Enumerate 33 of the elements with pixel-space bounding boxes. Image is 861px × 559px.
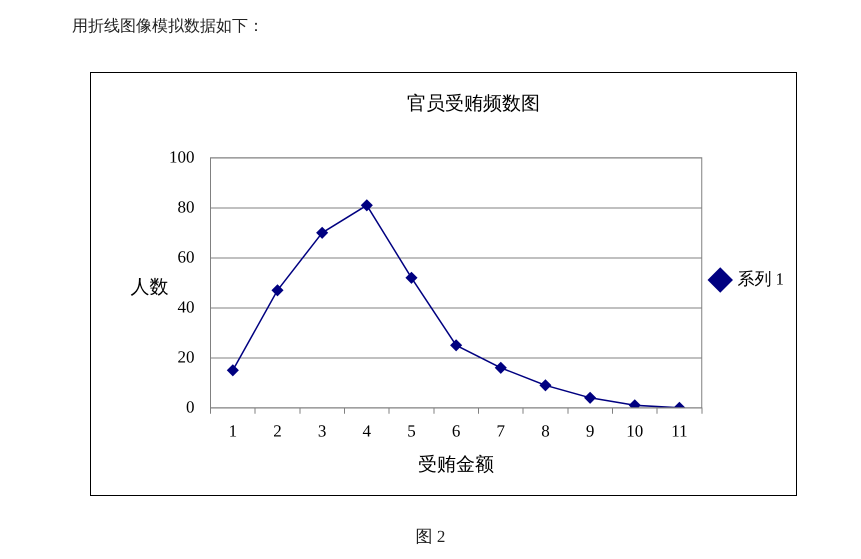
point	[540, 380, 552, 392]
chart-frame: 受贿金额 系列 1 官员受贿频数图 1 2 3 4 5 6 7 8 9 10 11 0 20 40 60 80 100 人数	[90, 72, 797, 496]
x-tick-label: 5	[407, 421, 416, 440]
point	[450, 340, 462, 352]
x-tick-label: 11	[671, 421, 688, 440]
x-tick-label: 7	[496, 421, 506, 440]
y-tick-label: 20	[178, 347, 194, 366]
chart-title: 官员受贿频数图	[407, 92, 540, 114]
y-axis-title: 人数	[130, 276, 168, 298]
x-axis-title: 受贿金额	[418, 454, 494, 476]
point	[406, 272, 418, 284]
y-tick-label: 40	[178, 297, 194, 316]
x-tick-label: 10	[626, 421, 644, 440]
point	[495, 362, 507, 374]
x-tick-label: 3	[318, 421, 326, 440]
x-tick-label: 2	[273, 421, 282, 440]
point	[227, 364, 239, 376]
text: 用折线图像模拟数据如下：	[72, 16, 264, 37]
x-tick-label: 1	[228, 421, 238, 440]
x-tick-label: 9	[586, 421, 594, 440]
y-tick-label: 80	[178, 197, 194, 216]
caption: 图 2	[414, 526, 446, 548]
point	[361, 200, 373, 212]
point	[272, 284, 284, 296]
y-tick-label: 60	[178, 247, 194, 266]
x-tick-label: 4	[362, 421, 372, 440]
x-tick-label: 6	[452, 421, 460, 440]
point	[584, 392, 596, 404]
legend-label: 系列 1	[737, 269, 784, 288]
x-tick-label: 8	[541, 421, 550, 440]
y-tick-label: 0	[186, 397, 194, 416]
y-tick-label: 100	[169, 147, 194, 166]
point	[316, 227, 328, 239]
